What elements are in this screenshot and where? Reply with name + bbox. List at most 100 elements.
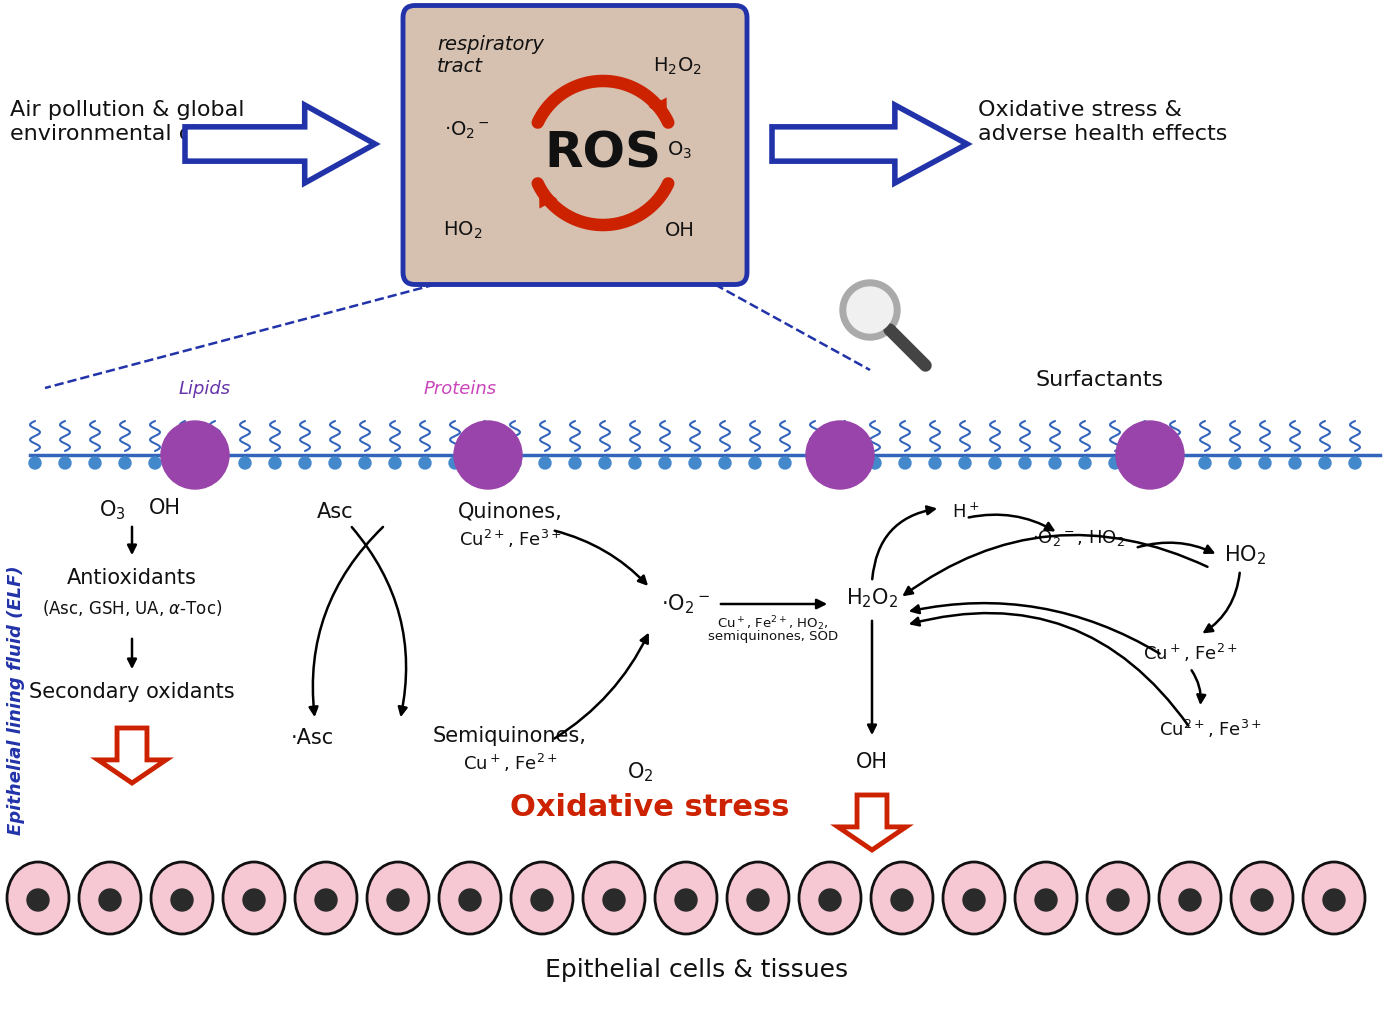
Text: Quinones,: Quinones, xyxy=(458,502,562,522)
Circle shape xyxy=(386,889,409,911)
Text: O$_2$: O$_2$ xyxy=(626,760,653,783)
Circle shape xyxy=(603,889,625,911)
Ellipse shape xyxy=(943,862,1004,934)
Circle shape xyxy=(1198,457,1211,469)
Text: H$_2$O$_2$: H$_2$O$_2$ xyxy=(845,586,898,610)
Ellipse shape xyxy=(367,862,430,934)
Circle shape xyxy=(778,457,791,469)
Text: ROS: ROS xyxy=(544,128,661,177)
Circle shape xyxy=(478,457,491,469)
Text: Asc: Asc xyxy=(317,502,353,522)
Circle shape xyxy=(119,457,131,469)
Text: ·O$_2$$^-$: ·O$_2$$^-$ xyxy=(444,119,490,141)
Circle shape xyxy=(598,457,611,469)
Text: Proteins: Proteins xyxy=(424,380,497,398)
Text: Cu$^+$, Fe$^{2+}$: Cu$^+$, Fe$^{2+}$ xyxy=(1143,642,1237,664)
Circle shape xyxy=(1078,457,1091,469)
Circle shape xyxy=(1018,457,1031,469)
Circle shape xyxy=(718,457,731,469)
Circle shape xyxy=(891,889,912,911)
Ellipse shape xyxy=(80,862,141,934)
Circle shape xyxy=(269,457,280,469)
Circle shape xyxy=(819,889,841,911)
Circle shape xyxy=(1322,889,1345,911)
Circle shape xyxy=(389,457,400,469)
Circle shape xyxy=(1116,421,1184,489)
Ellipse shape xyxy=(583,862,644,934)
Ellipse shape xyxy=(7,862,68,934)
Text: semiquinones, SOD: semiquinones, SOD xyxy=(707,630,838,642)
Text: ·O$_2$$^-$: ·O$_2$$^-$ xyxy=(660,592,710,616)
Text: OH: OH xyxy=(149,498,181,518)
Ellipse shape xyxy=(294,862,357,934)
Text: H$_2$O$_2$: H$_2$O$_2$ xyxy=(653,56,702,77)
Circle shape xyxy=(418,457,431,469)
Polygon shape xyxy=(771,105,967,183)
Text: environmental change: environmental change xyxy=(10,124,261,144)
Ellipse shape xyxy=(727,862,790,934)
Circle shape xyxy=(1108,889,1129,911)
Circle shape xyxy=(459,889,481,911)
Circle shape xyxy=(1169,457,1182,469)
Text: Semiquinones,: Semiquinones, xyxy=(432,726,587,746)
Circle shape xyxy=(299,457,311,469)
Circle shape xyxy=(869,457,882,469)
Circle shape xyxy=(1109,457,1122,469)
Text: Lipids: Lipids xyxy=(179,380,232,398)
Circle shape xyxy=(963,889,985,911)
Text: respiratory
tract: respiratory tract xyxy=(437,36,544,76)
Text: Air pollution & global: Air pollution & global xyxy=(10,100,244,120)
Text: ·Asc: ·Asc xyxy=(290,728,333,748)
Circle shape xyxy=(1251,889,1274,911)
Circle shape xyxy=(359,457,371,469)
Text: OH: OH xyxy=(857,752,889,772)
Circle shape xyxy=(29,457,40,469)
Circle shape xyxy=(898,457,911,469)
Ellipse shape xyxy=(439,862,501,934)
Ellipse shape xyxy=(1087,862,1149,934)
Circle shape xyxy=(1138,457,1151,469)
Polygon shape xyxy=(838,795,905,850)
Circle shape xyxy=(569,457,580,469)
Circle shape xyxy=(453,421,522,489)
Ellipse shape xyxy=(511,862,573,934)
Text: ·O$_2$$^-$, HO$_2$: ·O$_2$$^-$, HO$_2$ xyxy=(1032,528,1124,548)
Circle shape xyxy=(1349,457,1362,469)
Text: Cu$^+$, Fe$^{2+}$: Cu$^+$, Fe$^{2+}$ xyxy=(463,752,558,774)
Circle shape xyxy=(929,457,942,469)
Text: Cu$^{2+}$, Fe$^{3+}$: Cu$^{2+}$, Fe$^{3+}$ xyxy=(1159,718,1261,740)
Ellipse shape xyxy=(870,862,933,934)
Circle shape xyxy=(27,889,49,911)
Text: Epithelial lining fluid (ELF): Epithelial lining fluid (ELF) xyxy=(7,565,25,835)
Circle shape xyxy=(509,457,520,469)
Ellipse shape xyxy=(1303,862,1364,934)
Text: Secondary oxidants: Secondary oxidants xyxy=(29,682,234,702)
Text: Cu$^{2+}$, Fe$^{3+}$: Cu$^{2+}$, Fe$^{3+}$ xyxy=(459,528,561,550)
Circle shape xyxy=(1179,889,1201,911)
Circle shape xyxy=(1035,889,1057,911)
Circle shape xyxy=(675,889,698,911)
Circle shape xyxy=(531,889,552,911)
Ellipse shape xyxy=(799,862,861,934)
Circle shape xyxy=(449,457,460,469)
Text: adverse health effects: adverse health effects xyxy=(978,124,1228,144)
Circle shape xyxy=(1289,457,1302,469)
Text: H$^+$: H$^+$ xyxy=(953,502,979,521)
Circle shape xyxy=(179,457,191,469)
Text: O$_3$: O$_3$ xyxy=(99,498,126,521)
Circle shape xyxy=(958,457,971,469)
Text: HO$_2$: HO$_2$ xyxy=(444,220,483,242)
Text: Epithelial cells & tissues: Epithelial cells & tissues xyxy=(545,958,848,982)
Polygon shape xyxy=(847,287,893,333)
Circle shape xyxy=(989,457,1002,469)
Circle shape xyxy=(89,457,100,469)
Circle shape xyxy=(239,457,251,469)
Circle shape xyxy=(1260,457,1271,469)
Circle shape xyxy=(629,457,640,469)
Ellipse shape xyxy=(151,862,213,934)
Circle shape xyxy=(658,457,671,469)
Circle shape xyxy=(838,457,851,469)
Circle shape xyxy=(809,457,822,469)
Ellipse shape xyxy=(1016,862,1077,934)
FancyBboxPatch shape xyxy=(403,5,746,285)
